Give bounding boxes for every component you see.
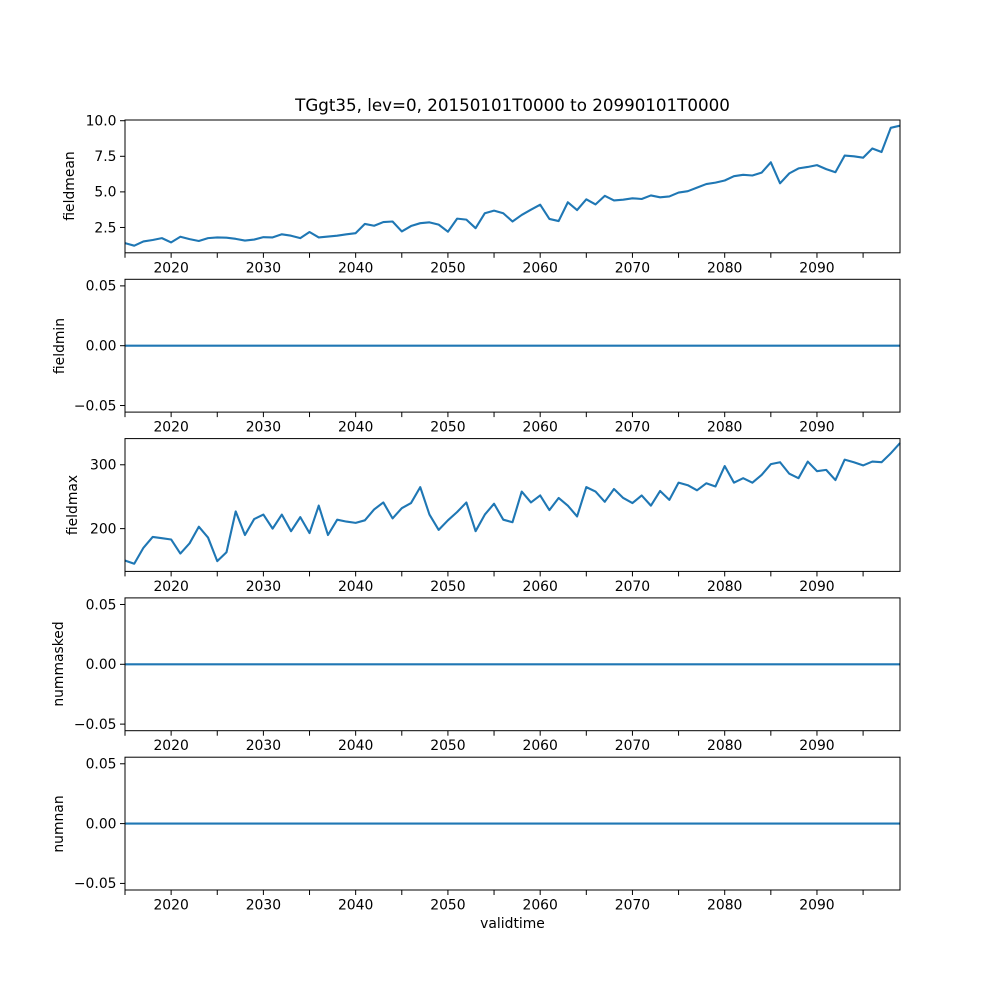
y-tick-label: 0.05	[86, 597, 117, 613]
x-tick-label: 2020	[153, 898, 188, 914]
x-tick-label: 2030	[246, 898, 281, 914]
x-tick-label: 2080	[707, 579, 742, 595]
y-tick-label: 5.0	[94, 185, 116, 201]
x-tick-label: 2080	[707, 898, 742, 914]
x-tick-label: 2040	[338, 579, 373, 595]
y-tick-label: −0.05	[74, 398, 117, 414]
x-tick-label: 2050	[430, 898, 465, 914]
x-tick-label: 2070	[615, 420, 650, 436]
y-tick-label: 0.00	[86, 657, 117, 673]
x-tick-label: 2050	[430, 420, 465, 436]
x-tick-label: 2020	[153, 579, 188, 595]
x-tick-label: 2020	[153, 420, 188, 436]
ylabel-nummasked: nummasked	[51, 621, 67, 707]
ylabel-fieldmin: fieldmin	[52, 317, 68, 374]
x-tick-label: 2080	[707, 260, 742, 276]
x-tick-label: 2030	[246, 579, 281, 595]
x-tick-label: 2080	[707, 420, 742, 436]
x-tick-label: 2090	[799, 738, 834, 754]
x-tick-label: 2040	[338, 260, 373, 276]
x-tick-label: 2060	[522, 260, 557, 276]
x-tick-label: 2070	[615, 260, 650, 276]
y-tick-label: 200	[90, 521, 117, 537]
data-line-fieldmax	[124, 442, 901, 565]
x-tick-label: 2070	[615, 898, 650, 914]
x-tick-label: 2080	[707, 738, 742, 754]
x-tick-label: 2050	[430, 260, 465, 276]
y-tick-label: 2.5	[94, 220, 116, 236]
x-tick-label: 2050	[430, 579, 465, 595]
x-tick-label: 2030	[246, 260, 281, 276]
x-tick-label: 2040	[338, 738, 373, 754]
x-tick-label: 2020	[153, 738, 188, 754]
x-tick-label: 2060	[522, 420, 557, 436]
x-tick-label: 2090	[799, 420, 834, 436]
x-tick-label: 2040	[338, 898, 373, 914]
x-tick-label: 2030	[246, 420, 281, 436]
y-tick-label: −0.05	[74, 717, 117, 733]
axes-border-fieldmean	[124, 119, 901, 254]
chart-title: TGgt35, lev=0, 20150101T0000 to 20990101…	[295, 95, 730, 115]
x-axis-label: validtime	[480, 916, 545, 932]
data-line-fieldmean	[124, 124, 901, 247]
x-tick-label: 2090	[799, 579, 834, 595]
ylabel-fieldmax: fieldmax	[65, 474, 81, 536]
y-tick-label: −0.05	[74, 876, 117, 892]
ylabel-numnan: numnan	[51, 794, 67, 853]
y-tick-label: 10.0	[86, 114, 117, 130]
axes-border-fieldmax	[124, 438, 901, 572]
x-tick-label: 2050	[430, 738, 465, 754]
x-tick-label: 2040	[338, 420, 373, 436]
x-tick-label: 2060	[522, 579, 557, 595]
x-tick-label: 2070	[615, 738, 650, 754]
y-tick-label: 7.5	[94, 149, 116, 165]
x-tick-label: 2070	[615, 579, 650, 595]
ylabel-fieldmean: fieldmean	[62, 151, 78, 222]
x-tick-label: 2060	[522, 898, 557, 914]
y-tick-label: 0.05	[86, 757, 117, 773]
x-tick-label: 2090	[799, 260, 834, 276]
y-tick-label: 0.05	[86, 279, 117, 295]
y-tick-label: 0.00	[86, 816, 117, 832]
y-tick-label: 0.00	[86, 339, 117, 355]
x-tick-label: 2020	[153, 260, 188, 276]
x-tick-label: 2090	[799, 898, 834, 914]
x-tick-label: 2030	[246, 738, 281, 754]
x-tick-label: 2060	[522, 738, 557, 754]
y-tick-label: 300	[90, 458, 117, 474]
